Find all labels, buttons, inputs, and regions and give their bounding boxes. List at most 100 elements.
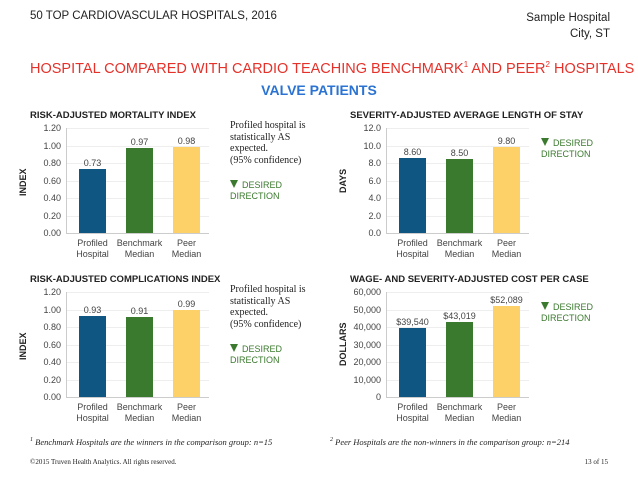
significance-note: Profiled hospital is statistically AS expe… bbox=[230, 284, 335, 330]
y-tick-label: 0.20 bbox=[43, 374, 61, 385]
category-label: Peer Median bbox=[484, 238, 530, 260]
report-header: 50 TOP CARDIOVASCULAR HOSPITALS, 2016 bbox=[30, 10, 277, 22]
category-label-line: Hospital bbox=[396, 413, 429, 423]
desired-text: DESIRED bbox=[553, 302, 594, 312]
data-label: 9.80 bbox=[497, 136, 516, 147]
bar-chart: RISK-ADJUSTED COMPLICATIONS INDEX INDEX 0.… bbox=[0, 274, 320, 434]
category-label: Peer Median bbox=[484, 402, 530, 424]
plot-area: 0.93 Profiled Hospital 0.91 Benchmark Median 0… bbox=[66, 292, 209, 423]
desired-line: DESIRED bbox=[230, 344, 282, 355]
footnote-mark: 2 bbox=[330, 437, 333, 444]
category-label-line: Peer bbox=[496, 402, 516, 412]
y-axis-label: DOLLARS bbox=[338, 322, 348, 367]
category-label: Peer Median bbox=[164, 238, 210, 260]
y-tick-label: 20,000 bbox=[353, 357, 381, 367]
y-tick-label: 0.00 bbox=[43, 228, 61, 238]
hospital-name: Sample Hospital City, ST bbox=[526, 10, 610, 42]
desired-direction: DESIRED DIRECTION bbox=[230, 180, 282, 202]
plot-area: 8.60 Profiled Hospital 8.50 Benchmark Median 9… bbox=[386, 128, 529, 259]
category-label: Profiled Hospital bbox=[70, 238, 116, 260]
y-tick-label: 1.00 bbox=[43, 304, 61, 315]
y-tick-label: 30,000 bbox=[353, 339, 381, 350]
bar-profiled bbox=[79, 315, 106, 397]
triangle-down-icon bbox=[541, 302, 549, 310]
category-label: Profiled Hospital bbox=[390, 402, 436, 424]
copyright: ©2015 Truven Health Analytics. All right… bbox=[30, 458, 177, 466]
desired-text: DESIRED bbox=[553, 138, 594, 148]
triangle-down-icon bbox=[230, 180, 238, 188]
note-line: Profiled hospital is bbox=[230, 284, 306, 295]
category-label-line: Median bbox=[124, 413, 155, 423]
category-label: Profiled Hospital bbox=[390, 238, 436, 260]
category-label: Benchmark Median bbox=[437, 402, 483, 424]
data-label: 0.97 bbox=[130, 137, 149, 148]
title-part: AND PEER bbox=[468, 60, 546, 77]
triangle-down-icon bbox=[541, 138, 549, 146]
category-label-line: Profiled bbox=[77, 238, 108, 248]
significance-note: Profiled hospital is statistically AS expe… bbox=[230, 120, 335, 166]
desired-line: DESIRED bbox=[230, 180, 282, 191]
data-label: 0.99 bbox=[177, 299, 196, 310]
bar-benchmark bbox=[446, 158, 473, 233]
category-label-line: Peer bbox=[496, 238, 516, 248]
y-tick-label: 0.60 bbox=[43, 339, 61, 350]
category-label-line: Peer bbox=[176, 402, 196, 412]
y-tick-label: 2.0 bbox=[368, 210, 381, 221]
bar-profiled bbox=[399, 157, 426, 233]
category-label-line: Benchmark bbox=[436, 238, 483, 248]
gridline bbox=[387, 128, 529, 129]
data-label: $52,089 bbox=[490, 294, 523, 305]
chart-title: RISK-ADJUSTED MORTALITY INDEX bbox=[30, 110, 196, 121]
bar-profiled bbox=[79, 169, 106, 233]
desired-direction: DESIRED DIRECTION bbox=[541, 302, 593, 324]
category-label-line: Profiled bbox=[77, 402, 108, 412]
y-tick-label: 1.20 bbox=[43, 123, 61, 133]
gridline bbox=[67, 145, 209, 147]
y-tick-label: 0.60 bbox=[43, 175, 61, 186]
note-line: expected. bbox=[230, 143, 269, 154]
footnote-ref: 2 bbox=[545, 60, 550, 69]
category-label-line: Profiled bbox=[397, 402, 428, 412]
y-axis-label: INDEX bbox=[18, 168, 28, 196]
y-tick-label: 6.0 bbox=[368, 175, 381, 186]
category-label-line: Profiled bbox=[397, 238, 428, 248]
data-label: $43,019 bbox=[443, 310, 476, 321]
note-line: statistically AS bbox=[230, 131, 291, 143]
desired-text: DIRECTION bbox=[230, 191, 280, 201]
desired-line: DESIRED bbox=[541, 138, 593, 149]
category-label: Profiled Hospital bbox=[70, 402, 116, 424]
desired-direction: DESIRED DIRECTION bbox=[230, 344, 282, 366]
gridline bbox=[387, 145, 529, 147]
bar-chart: WAGE- AND SEVERITY-ADJUSTED COST PER CAS… bbox=[320, 274, 638, 434]
footnote-mark: 1 bbox=[30, 437, 33, 444]
bar-peer bbox=[173, 147, 200, 233]
page-title: HOSPITAL COMPARED WITH CARDIO TEACHING B… bbox=[30, 60, 634, 77]
category-label-line: Hospital bbox=[76, 249, 109, 259]
bar-benchmark bbox=[446, 321, 473, 397]
y-tick-label: 0.40 bbox=[43, 193, 61, 203]
desired-text: DIRECTION bbox=[230, 355, 280, 365]
page-subtitle: VALVE PATIENTS bbox=[261, 82, 377, 98]
title-part: HOSPITAL COMPARED WITH CARDIO TEACHING B… bbox=[30, 60, 464, 77]
bar-peer bbox=[173, 310, 200, 397]
plot-area: 0.73 Profiled Hospital 0.97 Benchmark Median 0… bbox=[66, 128, 209, 259]
hospital-city: City, ST bbox=[569, 28, 610, 40]
gridline bbox=[67, 292, 209, 293]
desired-direction: DESIRED DIRECTION bbox=[541, 138, 593, 160]
data-label: $39,540 bbox=[396, 316, 429, 327]
desired-text: DESIRED bbox=[242, 180, 283, 190]
plot-area: $39,540 Profiled Hospital $43,019 Benchmark M… bbox=[386, 292, 529, 423]
y-tick-label: 10.0 bbox=[363, 140, 381, 151]
note-line: (95% confidence) bbox=[230, 318, 302, 330]
bar-benchmark bbox=[126, 148, 153, 233]
page-number: 13 of 15 bbox=[584, 458, 608, 466]
category-label-line: Median bbox=[124, 249, 155, 259]
y-tick-label: 0.00 bbox=[43, 392, 61, 402]
y-axis-label: DAYS bbox=[338, 168, 348, 193]
footnote-ref: 1 bbox=[463, 60, 469, 69]
desired-text: DIRECTION bbox=[541, 149, 591, 159]
category-label-line: Median bbox=[444, 413, 475, 423]
title-part: HOSPITALS bbox=[549, 60, 635, 77]
y-tick-label: 0 bbox=[375, 392, 381, 402]
y-tick-label: 0.80 bbox=[43, 158, 61, 168]
